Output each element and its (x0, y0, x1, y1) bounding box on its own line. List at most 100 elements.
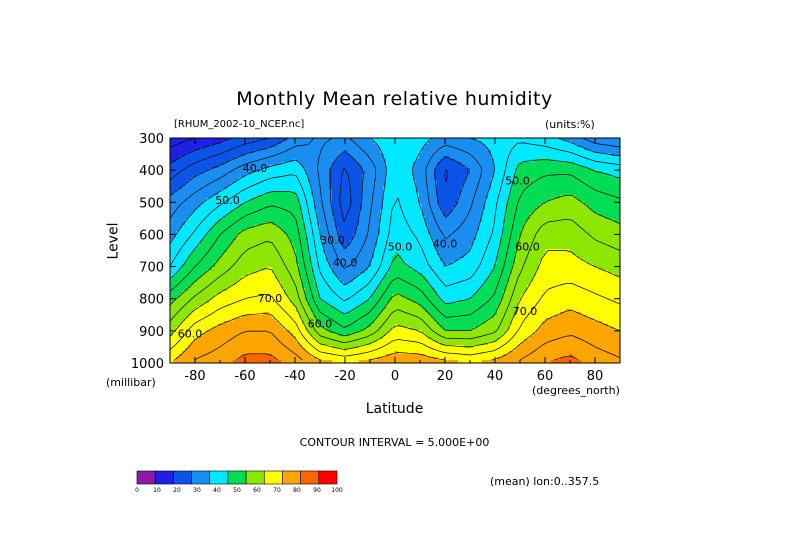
contour-cell (218, 264, 222, 268)
contour-cell (218, 303, 222, 307)
contour-cell (281, 186, 285, 190)
contour-cell (278, 348, 282, 352)
contour-cell (248, 330, 252, 334)
contour-cell (197, 279, 201, 283)
contour-cell (251, 348, 255, 352)
contour-cell (263, 138, 267, 142)
contour-cell (194, 168, 198, 172)
contour-cell (314, 222, 318, 226)
contour-cell (347, 273, 351, 277)
contour-cell (209, 324, 213, 328)
contour-cell (359, 348, 363, 352)
contour-cell (215, 234, 219, 238)
contour-cell (221, 177, 225, 181)
contour-cell (317, 309, 321, 313)
contour-cell (266, 195, 270, 199)
contour-cell (257, 252, 261, 256)
contour-cell (281, 174, 285, 178)
contour-cell (194, 351, 198, 355)
contour-cell (287, 207, 291, 211)
contour-cell (263, 255, 267, 259)
contour-cell (332, 297, 336, 301)
contour-cell (212, 219, 216, 223)
contour-cell (302, 225, 306, 229)
contour-cell (332, 198, 336, 202)
contour-cell (248, 216, 252, 220)
contour-cell (197, 177, 201, 181)
contour-cell (320, 171, 324, 175)
contour-cell (275, 237, 279, 241)
contour-cell (284, 246, 288, 250)
contour-cell (350, 240, 354, 244)
contour-cell (245, 267, 249, 271)
contour-cell (182, 174, 186, 178)
contour-cell (305, 282, 309, 286)
contour-cell (344, 219, 348, 223)
contour-cell (230, 351, 234, 355)
contour-cell (281, 156, 285, 160)
contour-cell (224, 231, 228, 235)
contour-cell (332, 249, 336, 253)
contour-cell (338, 177, 342, 181)
contour-cell (224, 291, 228, 295)
contour-cell (335, 141, 339, 145)
contour-cell (302, 240, 306, 244)
contour-cell (362, 297, 366, 301)
contour-cell (365, 288, 369, 292)
contour-cell (287, 291, 291, 295)
contour-cell (362, 291, 366, 295)
contour-cell (254, 336, 258, 340)
contour-cell (317, 348, 321, 352)
contour-cell (287, 351, 291, 355)
contour-cell (293, 255, 297, 259)
contour-cell (359, 213, 363, 217)
contour-cell (323, 231, 327, 235)
contour-cell (221, 354, 225, 358)
contour-cell (251, 165, 255, 169)
contour-cell (206, 225, 210, 229)
contour-cell (263, 261, 267, 265)
contour-cell (224, 285, 228, 289)
contour-cell (281, 222, 285, 226)
contour-cell (242, 312, 246, 316)
contour-cell (191, 165, 195, 169)
contour-cell (329, 159, 333, 163)
contour-cell (173, 231, 177, 235)
contour-cell (317, 189, 321, 193)
contour-cell (311, 315, 315, 319)
contour-cell (191, 216, 195, 220)
contour-cell (218, 300, 222, 304)
contour-cell (206, 213, 210, 217)
contour-cell (353, 219, 357, 223)
contour-cell (206, 324, 210, 328)
contour-cell (335, 171, 339, 175)
contour-cell (311, 339, 315, 343)
contour-cell (356, 288, 360, 292)
contour-cell (266, 246, 270, 250)
contour-cell (314, 336, 318, 340)
contour-cell (200, 357, 204, 361)
contour-cell (263, 273, 267, 277)
contour-cell (245, 360, 249, 364)
contour-cell (203, 198, 207, 202)
contour-cell (308, 312, 312, 316)
contour-cell (353, 147, 357, 151)
contour-cell (353, 288, 357, 292)
contour-cell (218, 165, 222, 169)
contour-cell (242, 285, 246, 289)
contour-cell (248, 240, 252, 244)
contour-cell (275, 213, 279, 217)
contour-cell (254, 342, 258, 346)
contour-cell (257, 342, 261, 346)
contour-cell (179, 309, 183, 313)
contour-cell (344, 144, 348, 148)
contour-cell (221, 246, 225, 250)
contour-cell (257, 246, 261, 250)
contour-cell (281, 360, 285, 364)
contour-cell (254, 333, 258, 337)
contour-cell (311, 291, 315, 295)
contour-cell (344, 291, 348, 295)
contour-cell (266, 336, 270, 340)
contour-cell (197, 324, 201, 328)
contour-cell (308, 351, 312, 355)
